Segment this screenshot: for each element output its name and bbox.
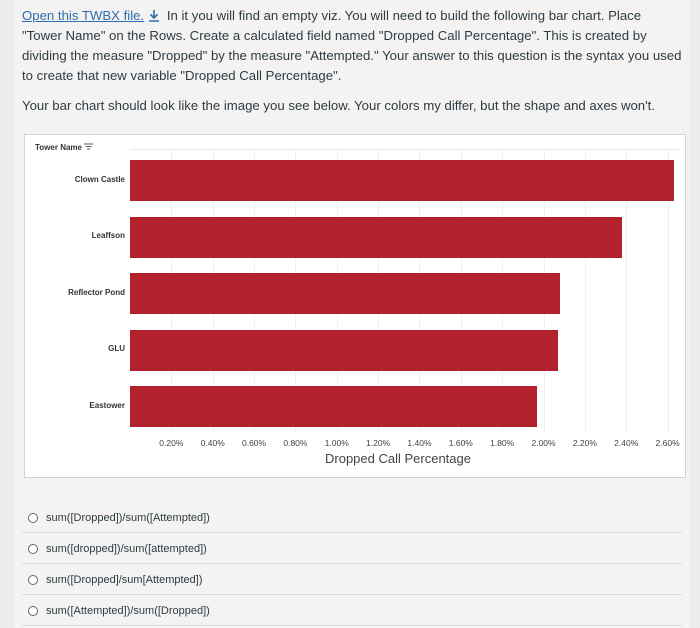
sort-icon [83,143,93,150]
question-text: Open this TWBX file. In it you will find… [22,6,682,116]
answer-option-label[interactable]: sum([dropped])/sum([attempted]) [46,543,207,555]
radio-button[interactable] [28,513,38,523]
bar [130,329,558,371]
bar [130,273,561,314]
x-tick-label: 2.40% [614,438,639,448]
answer-option[interactable]: sum([Dropped]/sum[Attempted]) [22,568,682,595]
answer-option-label[interactable]: sum([Attempted])/sum([Dropped]) [46,605,210,617]
row-label: Leaffson [91,231,125,240]
question-paragraph-2: Your bar chart should look like the imag… [22,98,655,113]
x-tick-label: 1.40% [407,438,432,448]
bar [130,386,538,427]
x-axis-title: Dropped Call Percentage [325,451,471,466]
x-tick-label: 2.20% [572,438,597,448]
row-field-label: Tower Name [35,143,82,152]
plot-area [130,149,680,434]
row-label: Reflector Pond [68,287,125,297]
grid-line [584,150,586,434]
row-label: Eastower [89,400,125,410]
radio-button[interactable] [28,606,38,616]
x-tick-label: 1.00% [324,438,349,448]
radio-button[interactable] [28,575,38,585]
x-tick-label: 2.00% [531,438,556,448]
answer-option[interactable]: sum([dropped])/sum([attempted]) [22,537,682,564]
x-tick-label: 0.40% [200,438,225,448]
grid-line [626,150,628,434]
row-label: Clown Castle [74,174,125,184]
answer-option[interactable]: sum([Dropped])/sum([Attempted]) [22,506,682,533]
question-paragraph-1: Open this TWBX file. In it you will find… [22,6,682,86]
x-tick-label: 1.80% [490,438,515,448]
row-field-header: Tower Name [35,143,93,152]
bar-chart-image: Tower Name Clown Castle Leaffson Reflector… [24,134,686,478]
grid-line [667,150,669,434]
x-tick-label: 1.60% [448,438,473,448]
row-label: GLU [108,344,125,353]
x-tick-label: 2.60% [655,438,680,448]
answer-option-label[interactable]: sum([Dropped]/sum[Attempted]) [46,574,203,586]
download-icon[interactable] [148,9,160,22]
bar [130,160,674,201]
question-instructions: In it you will find an empty viz. You wi… [22,8,682,83]
bar [130,216,623,258]
twbx-file-link[interactable]: Open this TWBX file. [22,8,145,23]
answer-option[interactable]: sum([Attempted])/sum([Dropped]) [22,599,682,626]
x-tick-label: 0.80% [283,438,308,448]
x-tick-label: 1.20% [366,438,391,448]
x-tick-label: 0.20% [159,438,184,448]
question-panel: Open this TWBX file. In it you will find… [14,0,690,628]
answer-option-label[interactable]: sum([Dropped])/sum([Attempted]) [46,512,210,524]
radio-button[interactable] [28,544,38,554]
x-tick-label: 0.60% [241,438,267,448]
